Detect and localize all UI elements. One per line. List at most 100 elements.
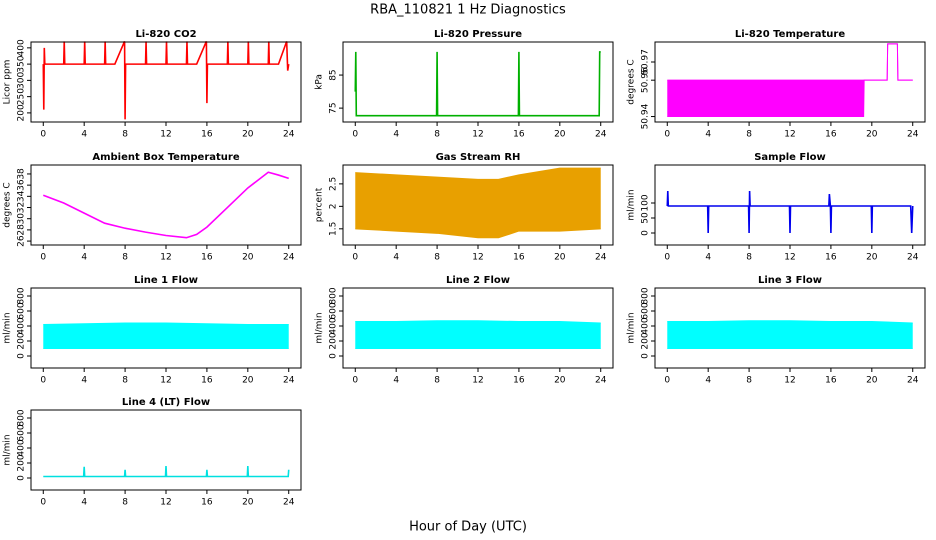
x-tick-label: 12	[160, 253, 171, 263]
y-axis-label: ml/min	[3, 312, 13, 343]
y-tick-label: 0	[17, 353, 27, 359]
x-tick-label: 4	[705, 253, 711, 263]
x-tick-label: 24	[907, 253, 919, 263]
x-tick-label: 20	[866, 130, 878, 140]
series-line	[42, 41, 290, 120]
y-tick-label: 200	[17, 454, 27, 471]
plot-frame	[342, 287, 614, 369]
y-axis-label: degrees C	[3, 182, 13, 227]
x-tick-label: 12	[784, 130, 795, 140]
panel-title: Li-820 Temperature	[735, 29, 845, 40]
x-tick-label: 24	[907, 376, 919, 386]
y-tick-label: 32	[17, 202, 27, 213]
y-axis-label: ml/min	[315, 312, 325, 343]
y-axis-label: percent	[315, 187, 325, 222]
y-tick-label: 38	[17, 168, 27, 180]
series-line	[355, 228, 601, 239]
x-tick-label: 0	[40, 253, 46, 263]
y-axis-label: degrees C	[627, 59, 637, 104]
x-axis-label: Hour of Day (UTC)	[409, 520, 527, 535]
y-tick-label: 36	[17, 179, 27, 191]
x-tick-label: 8	[746, 253, 752, 263]
x-tick-label: 16	[201, 253, 213, 263]
y-tick-label: 400	[17, 439, 27, 456]
x-tick-label: 24	[595, 376, 607, 386]
x-tick-label: 20	[554, 130, 566, 140]
x-tick-label: 20	[242, 498, 254, 508]
series-line	[43, 322, 289, 326]
panel-title: Li-820 CO2	[135, 29, 196, 40]
x-tick-label: 0	[352, 253, 358, 263]
panel-title: Ambient Box Temperature	[92, 152, 239, 163]
x-tick-label: 24	[283, 130, 295, 140]
x-tick-label: 8	[434, 376, 440, 386]
x-tick-label: 8	[122, 498, 128, 508]
x-tick-label: 0	[664, 130, 670, 140]
y-axis-label: ml/min	[627, 189, 637, 220]
y-tick-label: 50.94	[641, 103, 651, 129]
x-tick-label: 4	[705, 130, 711, 140]
y-tick-label: 600	[329, 302, 339, 319]
x-tick-label: 24	[283, 253, 295, 263]
y-tick-label: 800	[17, 287, 27, 304]
x-tick-label: 16	[825, 130, 837, 140]
plot-frame	[30, 409, 302, 491]
y-tick-label: 600	[17, 302, 27, 319]
x-tick-label: 20	[554, 253, 566, 263]
y-tick-label: 75	[329, 102, 339, 113]
x-tick-label: 0	[664, 253, 670, 263]
plot-frame	[654, 164, 926, 246]
plot-frame	[654, 41, 926, 123]
x-tick-label: 12	[784, 253, 795, 263]
y-tick-label: 600	[641, 302, 651, 319]
x-tick-label: 20	[554, 376, 566, 386]
x-tick-label: 12	[472, 376, 483, 386]
x-tick-label: 20	[866, 376, 878, 386]
x-tick-label: 16	[201, 130, 213, 140]
y-tick-label: 200	[17, 104, 27, 121]
x-tick-label: 4	[81, 253, 87, 263]
x-tick-label: 8	[122, 376, 128, 386]
y-tick-label: 0	[329, 353, 339, 359]
y-tick-label: 250	[17, 88, 27, 105]
y-axis-label: ml/min	[3, 434, 13, 465]
x-tick-label: 16	[201, 498, 213, 508]
y-axis-label: kPa	[315, 74, 325, 90]
plot-frame	[342, 164, 614, 246]
panel-title: Li-820 Pressure	[434, 29, 522, 40]
y-tick-label: 100	[641, 194, 651, 211]
plot-frame	[30, 164, 302, 246]
y-tick-label: 0	[17, 475, 27, 481]
x-tick-label: 4	[81, 498, 87, 508]
y-tick-label: 400	[641, 317, 651, 334]
y-tick-label: 50.96	[641, 67, 651, 93]
x-tick-label: 4	[81, 130, 87, 140]
panel-title: Sample Flow	[754, 152, 826, 163]
x-tick-label: 12	[160, 130, 171, 140]
series-line	[354, 51, 601, 117]
y-tick-label: 30	[17, 213, 27, 225]
series-line	[42, 171, 289, 239]
x-tick-label: 12	[784, 376, 795, 386]
x-tick-label: 16	[513, 253, 525, 263]
x-tick-label: 20	[866, 253, 878, 263]
series-line	[355, 167, 601, 180]
y-tick-label: 50	[641, 212, 651, 224]
y-tick-label: 26	[17, 235, 27, 247]
x-tick-label: 4	[705, 376, 711, 386]
series-line	[667, 320, 913, 324]
x-tick-label: 16	[825, 253, 837, 263]
x-tick-label: 24	[283, 498, 295, 508]
y-tick-label: 0	[641, 230, 651, 236]
y-tick-label: 800	[329, 287, 339, 304]
y-tick-label: 200	[641, 332, 651, 349]
plot-frame	[342, 41, 614, 123]
band-fill	[667, 320, 913, 349]
band-fill	[355, 168, 601, 238]
panel-title: Gas Stream RH	[436, 152, 521, 163]
plot-frame	[30, 287, 302, 369]
x-tick-label: 20	[242, 253, 254, 263]
panel-title: Line 1 Flow	[134, 275, 198, 286]
y-tick-label: 400	[329, 317, 339, 334]
